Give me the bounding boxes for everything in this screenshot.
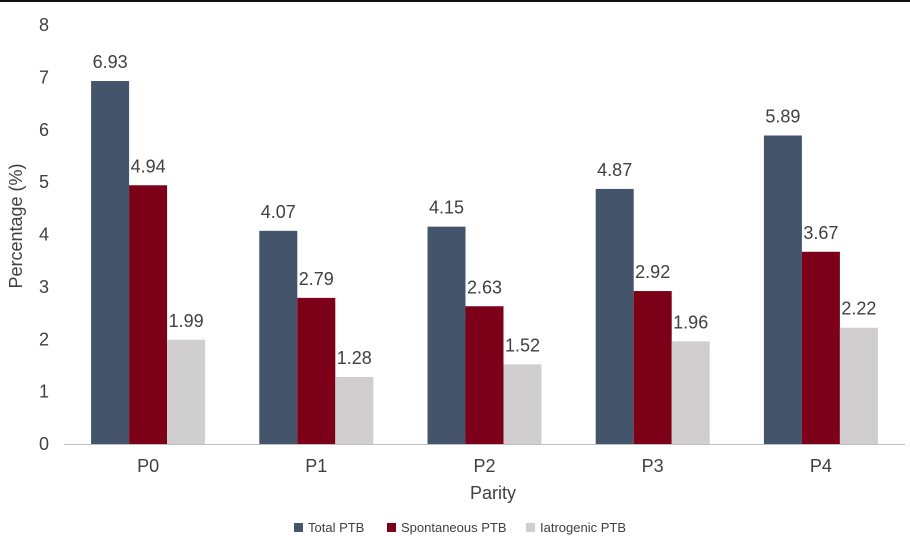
bar-p4-iatrogenic-ptb (839, 327, 878, 444)
data-label: 2.92 (635, 262, 670, 282)
x-tick-label: P4 (810, 456, 832, 476)
legend-swatch (294, 523, 303, 532)
x-tick-label: P0 (137, 456, 159, 476)
bar-p3-total-ptb (595, 188, 634, 444)
legend-swatch (387, 523, 396, 532)
bar-p0-total-ptb (91, 81, 130, 444)
data-label: 4.94 (131, 156, 166, 176)
data-label: 1.99 (169, 311, 204, 331)
y-tick-label: 2 (39, 329, 49, 349)
bar-p4-spontaneous-ptb (801, 251, 840, 444)
data-label: 2.79 (299, 269, 334, 289)
data-label: 1.52 (505, 335, 540, 355)
bar-p2-total-ptb (427, 226, 466, 444)
x-axis: P0 P1 P2 P3 P4 (64, 444, 905, 476)
legend-label: Iatrogenic PTB (540, 520, 626, 535)
y-tick-label: 3 (39, 277, 49, 297)
y-tick-label: 6 (39, 120, 49, 140)
legend: Total PTB Spontaneous PTB Iatrogenic PTB (294, 520, 626, 535)
legend-swatch (526, 523, 535, 532)
legend-label: Spontaneous PTB (401, 520, 507, 535)
y-axis-title: Percentage (%) (6, 163, 26, 288)
bar-p1-spontaneous-ptb (297, 297, 336, 444)
bar-p0-iatrogenic-ptb (167, 339, 206, 444)
bar-p0-spontaneous-ptb (129, 185, 168, 444)
y-tick-label: 8 (39, 15, 49, 35)
bars (91, 81, 878, 445)
bar-p4-total-ptb (763, 135, 802, 445)
data-label: 1.96 (673, 312, 708, 332)
top-border (0, 0, 910, 2)
data-label: 4.87 (597, 160, 632, 180)
data-label: 3.67 (803, 223, 838, 243)
bar-p1-total-ptb (259, 230, 298, 444)
y-tick-label: 1 (39, 382, 49, 402)
data-label: 5.89 (765, 107, 800, 127)
y-tick-label: 7 (39, 67, 49, 87)
x-axis-title: Parity (470, 483, 516, 503)
x-tick-label: P3 (642, 456, 664, 476)
legend-label: Total PTB (308, 520, 364, 535)
bar-p2-spontaneous-ptb (465, 306, 504, 444)
y-tick-label: 4 (39, 225, 49, 245)
y-tick-label: 5 (39, 172, 49, 192)
bar-p3-iatrogenic-ptb (671, 341, 710, 444)
y-tick-label: 0 (39, 434, 49, 454)
bar-p3-spontaneous-ptb (633, 291, 672, 444)
y-axis: 0 1 2 3 4 5 6 7 8 (39, 15, 49, 454)
data-label: 2.22 (841, 299, 876, 319)
data-label: 6.93 (93, 52, 128, 72)
data-label: 4.07 (261, 202, 296, 222)
bar-p1-iatrogenic-ptb (335, 376, 374, 444)
data-label: 2.63 (467, 277, 502, 297)
data-labels: 6.93 4.94 1.99 4.07 2.79 1.28 4.15 2.63 1.52 4.87… (93, 52, 877, 368)
x-tick-label: P2 (473, 456, 495, 476)
data-label: 4.15 (429, 198, 464, 218)
x-tick-label: P1 (305, 456, 327, 476)
bar-p2-iatrogenic-ptb (503, 364, 542, 444)
data-label: 1.28 (337, 348, 372, 368)
